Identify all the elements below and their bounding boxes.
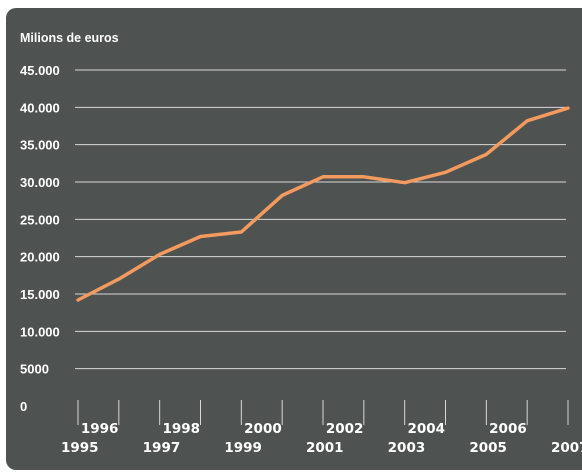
x-tick-label: 2004 (408, 421, 446, 437)
series-group (76, 106, 570, 302)
y-tick-label: 0 (20, 399, 27, 414)
data-point (403, 181, 406, 184)
line-chart: Milions de euros 0 5000 10.000 15.000 20.000… (20, 31, 582, 456)
x-tick-label: 1995 (61, 440, 99, 456)
y-axis-title: Milions de euros (20, 31, 119, 45)
y-tick-label: 30.000 (20, 175, 60, 190)
data-point (525, 119, 529, 122)
data-point (199, 235, 202, 238)
gridlines (75, 69, 566, 370)
x-tick-label: 2005 (469, 440, 507, 456)
y-tick-label: 20.000 (20, 250, 60, 265)
data-point (566, 106, 570, 110)
x-tick-label: 1996 (81, 421, 119, 437)
data-point (444, 171, 447, 174)
y-tick-label: 45.000 (20, 63, 60, 78)
y-tick-label: 10.000 (20, 324, 60, 339)
x-tick-label: 2003 (388, 440, 426, 456)
y-tick-label: 15.000 (20, 287, 60, 302)
x-tick-label: 2000 (244, 421, 282, 437)
y-tick-label: 5000 (20, 362, 49, 377)
series-line (76, 106, 570, 302)
x-tick-label: 1997 (143, 440, 181, 456)
data-point (321, 175, 325, 178)
data-point (76, 298, 80, 302)
data-point (362, 175, 366, 178)
y-tick-label: 25.000 (20, 212, 60, 227)
x-tick-label: 2006 (489, 421, 527, 437)
data-point (158, 253, 161, 256)
x-axis: 1995 1996 1997 1998 1999 2000 2001 2002 2003 2004… (61, 400, 582, 456)
x-tick-label: 1999 (224, 440, 262, 456)
y-tick-labels: 0 5000 10.000 15.000 20.000 25.000 30.000 35.00… (20, 63, 60, 414)
chart-panel: Milions de euros 0 5000 10.000 15.000 20.000… (6, 8, 582, 470)
data-point (240, 230, 243, 234)
y-tick-label: 40.000 (20, 100, 60, 115)
x-tick-label: 2002 (326, 421, 364, 437)
data-point (280, 194, 284, 197)
data-point (117, 277, 121, 281)
x-tick-label: 1998 (163, 421, 201, 437)
x-tick-label: 2007 (551, 440, 582, 456)
x-tick-label: 2001 (306, 440, 344, 456)
y-tick-label: 35.000 (20, 138, 60, 153)
data-point (485, 153, 488, 156)
